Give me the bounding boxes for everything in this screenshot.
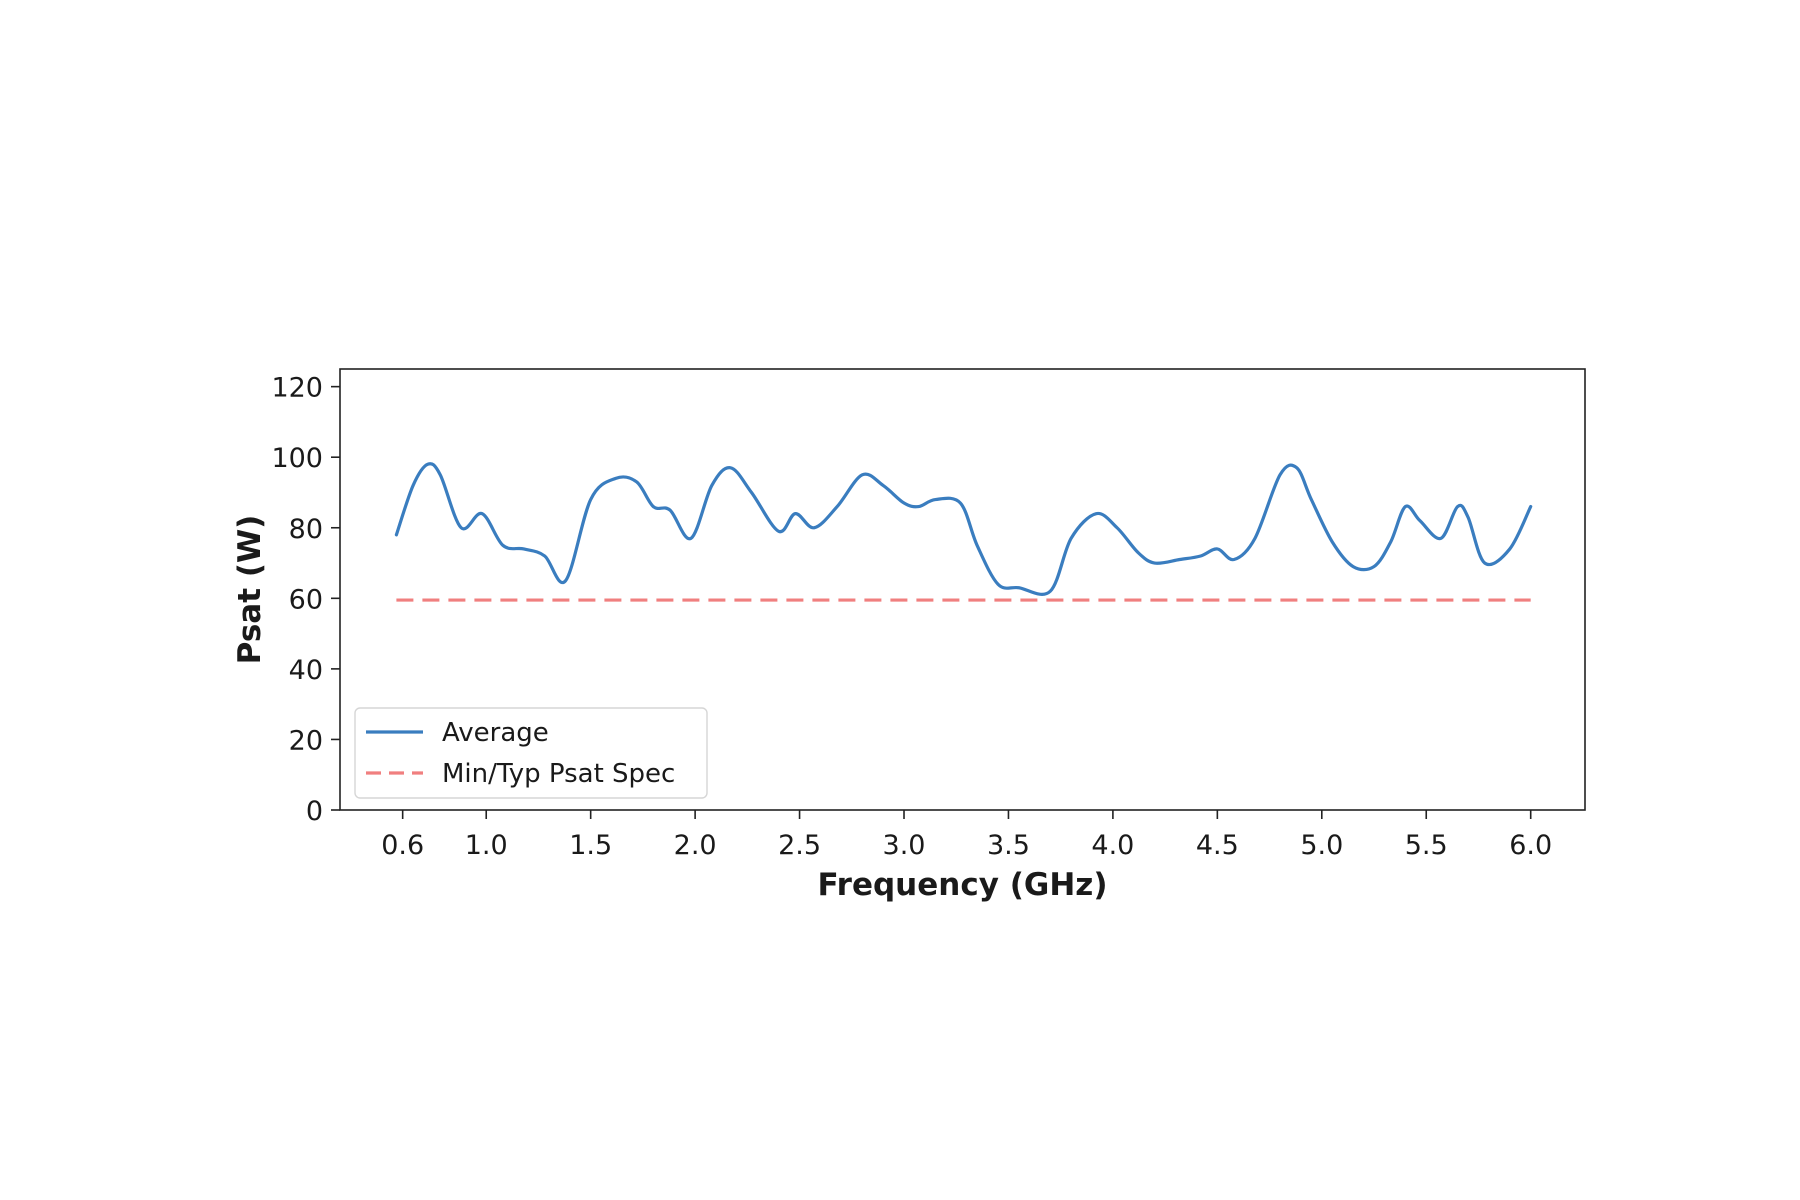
- legend-box: [354, 707, 708, 799]
- x-tick-label: 5.0: [1300, 830, 1343, 861]
- x-tick-label: 4.5: [1196, 830, 1239, 861]
- plot-data-layer: [394, 462, 1533, 602]
- series-line-average: [394, 462, 1533, 596]
- y-tick-label: 0: [306, 796, 323, 827]
- legend: Average Min/Typ Psat Spec: [354, 707, 708, 799]
- x-axis-ticks: 0.6 1.0 1.5 2.0 2.5 3.0 3.5 4.0 4.5 5.0 5.5 6.0: [381, 810, 1552, 861]
- x-tick-label: 1.0: [465, 830, 508, 861]
- x-tick-label: 5.5: [1405, 830, 1448, 861]
- x-tick-label: 0.6: [381, 830, 424, 861]
- x-tick-label: 4.0: [1091, 830, 1134, 861]
- y-tick-label: 120: [271, 373, 323, 404]
- y-tick-label: 60: [289, 584, 323, 615]
- y-tick-label: 100: [271, 443, 323, 474]
- x-tick-label: 3.0: [883, 830, 926, 861]
- x-tick-label: 1.5: [569, 830, 612, 861]
- y-tick-label: 40: [289, 655, 323, 686]
- x-tick-label: 2.5: [778, 830, 821, 861]
- legend-label: Min/Typ Psat Spec: [442, 759, 675, 789]
- x-tick-label: 2.0: [674, 830, 717, 861]
- x-tick-label: 3.5: [987, 830, 1030, 861]
- y-axis-ticks: 0 20 40 60 80 100 120: [271, 373, 340, 827]
- y-tick-label: 80: [289, 514, 323, 545]
- plot-area-frame: [339, 368, 1586, 811]
- y-tick-label: 20: [289, 725, 323, 756]
- y-axis-title: Psat (W): [232, 515, 268, 665]
- legend-label: Average: [442, 718, 549, 748]
- x-tick-label: 6.0: [1509, 830, 1552, 861]
- x-axis-title: Frequency (GHz): [817, 867, 1107, 903]
